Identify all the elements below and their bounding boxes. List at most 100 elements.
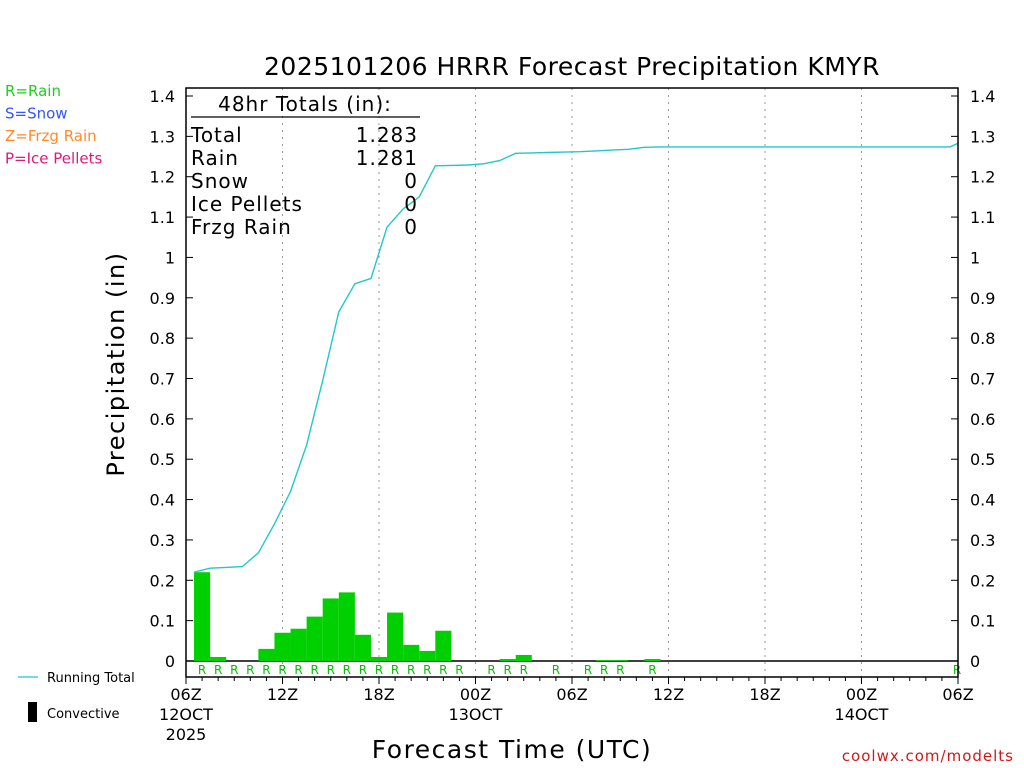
ptype-legend: R=Rain S=Snow Z=Frzg Rain P=Ice Pellets bbox=[5, 82, 102, 168]
x-tick-label: 18Z bbox=[363, 685, 394, 704]
running-total-series bbox=[193, 142, 959, 573]
totals-row-label: Rain bbox=[191, 146, 239, 170]
ptype-marker: R bbox=[552, 663, 560, 677]
ptype-marker: R bbox=[310, 663, 318, 677]
precip-bar bbox=[258, 648, 275, 661]
running-total-legend-label: Running Total bbox=[47, 671, 135, 686]
credit: coolwx.com/modelts bbox=[842, 747, 1014, 765]
y-tick-label-left: 0.6 bbox=[150, 410, 175, 429]
precip-bar bbox=[338, 592, 355, 661]
y-tick-label-left: 0.4 bbox=[150, 491, 175, 510]
y-tick-label-right: 1.1 bbox=[970, 208, 995, 227]
totals-row-label: Frzg Rain bbox=[191, 215, 292, 239]
ptype-marker: R bbox=[214, 663, 222, 677]
ptype-marker: R bbox=[503, 663, 511, 677]
y-tick-label-left: 0.8 bbox=[150, 329, 175, 348]
ptype-marker: R bbox=[278, 663, 286, 677]
y-tick-label-left: 0.1 bbox=[150, 612, 175, 631]
ptype-marker: R bbox=[439, 663, 447, 677]
totals-row-value: 1.283 bbox=[356, 123, 418, 147]
y-tick-label-right: 0 bbox=[970, 652, 980, 671]
precip-bar bbox=[194, 572, 211, 661]
totals-heading: 48hr Totals (in): bbox=[218, 92, 392, 116]
precip-bar bbox=[596, 660, 613, 661]
precip-bar bbox=[370, 656, 388, 661]
x-tick-label: 18Z bbox=[749, 685, 780, 704]
precip-bar bbox=[499, 658, 516, 661]
ptype-legend-item: R=Rain bbox=[5, 82, 61, 100]
y-tick-label-left: 1.2 bbox=[150, 168, 175, 187]
y-tick-label-right: 0.1 bbox=[970, 612, 995, 631]
x-tick-label: 06Z bbox=[942, 685, 973, 704]
ptype-marker: R bbox=[359, 663, 367, 677]
x-tick-label: 00Z bbox=[846, 685, 877, 704]
precip-bar bbox=[435, 630, 452, 661]
y-axis-title: Precipitation (in) bbox=[102, 251, 130, 476]
ptype-marker: R bbox=[455, 663, 463, 677]
precip-bar bbox=[644, 658, 661, 661]
x-tick-label: 06Z bbox=[556, 685, 587, 704]
x-tick-label: 00Z bbox=[460, 685, 491, 704]
ptype-marker: R bbox=[487, 663, 495, 677]
precip-bar bbox=[612, 660, 629, 661]
convective-legend-swatch bbox=[28, 702, 37, 722]
y-tick-label-left: 0.3 bbox=[150, 531, 175, 550]
y-tick-label-right: 0.9 bbox=[970, 289, 995, 308]
totals-row-label: Ice Pellets bbox=[191, 192, 303, 216]
ptype-marker: R bbox=[407, 663, 415, 677]
y-tick-label-right: 0.6 bbox=[970, 410, 995, 429]
y-tick-label-right: 0.3 bbox=[970, 531, 995, 550]
y-tick-label-left: 1.4 bbox=[150, 87, 175, 106]
x-tick-label: 06Z bbox=[170, 685, 201, 704]
y-axis-left: 0 0.1 0.2 0.3 0.4 0.5 0.6 0.7 0.8 0.9 1 1.1 1.2 1.3 1.… bbox=[150, 87, 193, 671]
ptype-marker: R bbox=[294, 663, 302, 677]
y-axis-right: 0 0.1 0.2 0.3 0.4 0.5 0.6 0.7 0.8 0.9 1 1.1 1.2 1.3 1.… bbox=[951, 87, 995, 671]
ptype-legend-item: P=Ice Pellets bbox=[5, 150, 102, 168]
x-tick-date: 12OCT bbox=[159, 705, 213, 724]
totals-row-label: Snow bbox=[191, 169, 249, 193]
x-tick-date: 14OCT bbox=[835, 705, 889, 724]
y-tick-label-left: 1.1 bbox=[150, 208, 175, 227]
y-tick-label-left: 0.7 bbox=[150, 370, 175, 389]
precip-bar bbox=[274, 632, 291, 661]
totals-row-value: 0 bbox=[404, 192, 418, 216]
ptype-marker: R bbox=[343, 663, 351, 677]
ptype-marker: R bbox=[600, 663, 608, 677]
grid bbox=[186, 88, 958, 677]
ptype-marker: R bbox=[262, 663, 270, 677]
precip-bar bbox=[419, 650, 436, 661]
totals-box: 48hr Totals (in): Total 1.283 Rain 1.281 Snow… bbox=[190, 92, 420, 239]
precip-bar bbox=[354, 634, 371, 661]
ptype-marker: R bbox=[423, 663, 431, 677]
ptype-marker: R bbox=[327, 663, 335, 677]
x-tick-date: 13OCT bbox=[449, 705, 503, 724]
y-tick-label-left: 1.3 bbox=[150, 127, 175, 146]
x-tick-label: 12Z bbox=[267, 685, 298, 704]
ptype-marker: R bbox=[391, 663, 399, 677]
convective-legend-label: Convective bbox=[47, 707, 120, 722]
y-tick-label-left: 0 bbox=[165, 652, 175, 671]
chart-title: 2025101206 HRRR Forecast Precipitation K… bbox=[264, 52, 880, 81]
y-tick-label-right: 1.2 bbox=[970, 168, 995, 187]
running-total-line bbox=[193, 142, 959, 573]
precip-bar bbox=[290, 628, 307, 661]
precip-bar bbox=[515, 654, 532, 661]
precip-bar bbox=[322, 598, 339, 661]
ptype-marker: R bbox=[246, 663, 254, 677]
y-tick-label-right: 0.2 bbox=[970, 571, 995, 590]
y-tick-label-right: 0.8 bbox=[970, 329, 995, 348]
x-tick-label: 12Z bbox=[653, 685, 684, 704]
ptype-marker: R bbox=[230, 663, 238, 677]
y-tick-label-right: 0.5 bbox=[970, 450, 995, 469]
ptype-marker: R bbox=[520, 663, 528, 677]
ptype-legend-item: Z=Frzg Rain bbox=[5, 127, 97, 145]
ptype-marker: R bbox=[375, 663, 383, 677]
y-tick-label-left: 0.9 bbox=[150, 289, 175, 308]
totals-row-label: Total bbox=[190, 123, 243, 147]
ptype-legend-item: S=Snow bbox=[5, 105, 68, 123]
y-tick-label-left: 0.5 bbox=[150, 450, 175, 469]
y-tick-label-right: 0.4 bbox=[970, 491, 995, 510]
precip-bar bbox=[210, 656, 227, 661]
y-tick-label-right: 1.4 bbox=[970, 87, 995, 106]
